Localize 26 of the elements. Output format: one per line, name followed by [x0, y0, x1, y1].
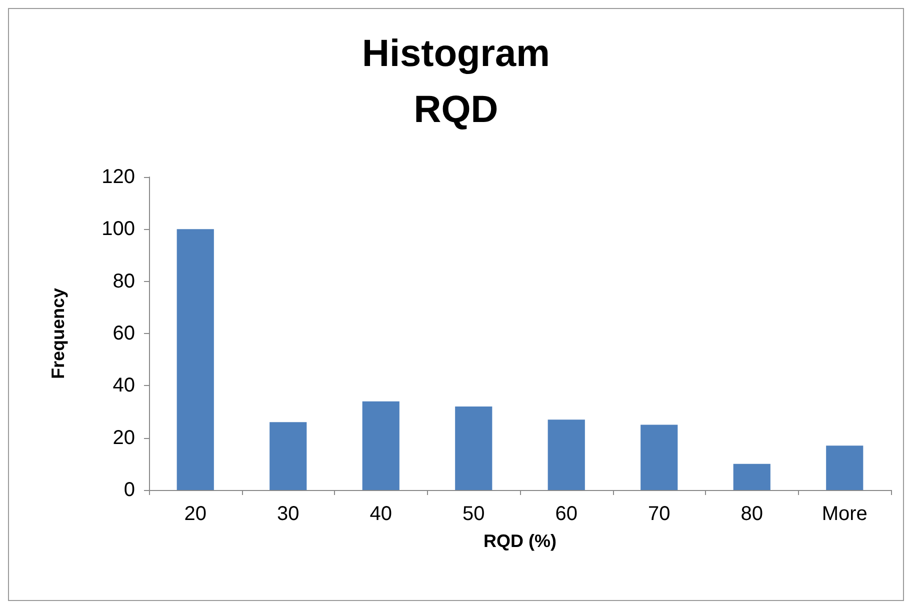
bar [176, 229, 214, 490]
x-tick-label: 30 [277, 503, 300, 525]
y-tick-label: 80 [112, 270, 135, 292]
x-tick-label: 60 [555, 503, 578, 525]
y-tick-label: 0 [124, 479, 135, 501]
bar [826, 446, 864, 490]
y-axis-title: Frequency [48, 288, 68, 380]
x-tick-label: 50 [462, 503, 485, 525]
y-tick-label: 40 [112, 374, 135, 397]
bar [548, 420, 585, 490]
y-tick-label: 20 [112, 426, 135, 449]
x-axis-title: RQD (%) [484, 531, 556, 551]
bar [270, 422, 307, 490]
bar [362, 401, 400, 490]
bar [455, 406, 492, 490]
y-tick-label: 100 [102, 218, 135, 240]
chart-title: Histogram RQD [362, 33, 550, 131]
x-tick-label: 80 [740, 503, 763, 525]
bar [733, 464, 770, 490]
bar [640, 424, 678, 490]
x-tick-label: 40 [370, 503, 392, 525]
x-tick-label: 70 [648, 503, 670, 525]
x-tick-label: More [822, 503, 868, 525]
y-tick-label: 60 [112, 322, 135, 344]
y-tick-label: 120 [102, 166, 135, 188]
x-tick-label: 20 [184, 503, 206, 525]
